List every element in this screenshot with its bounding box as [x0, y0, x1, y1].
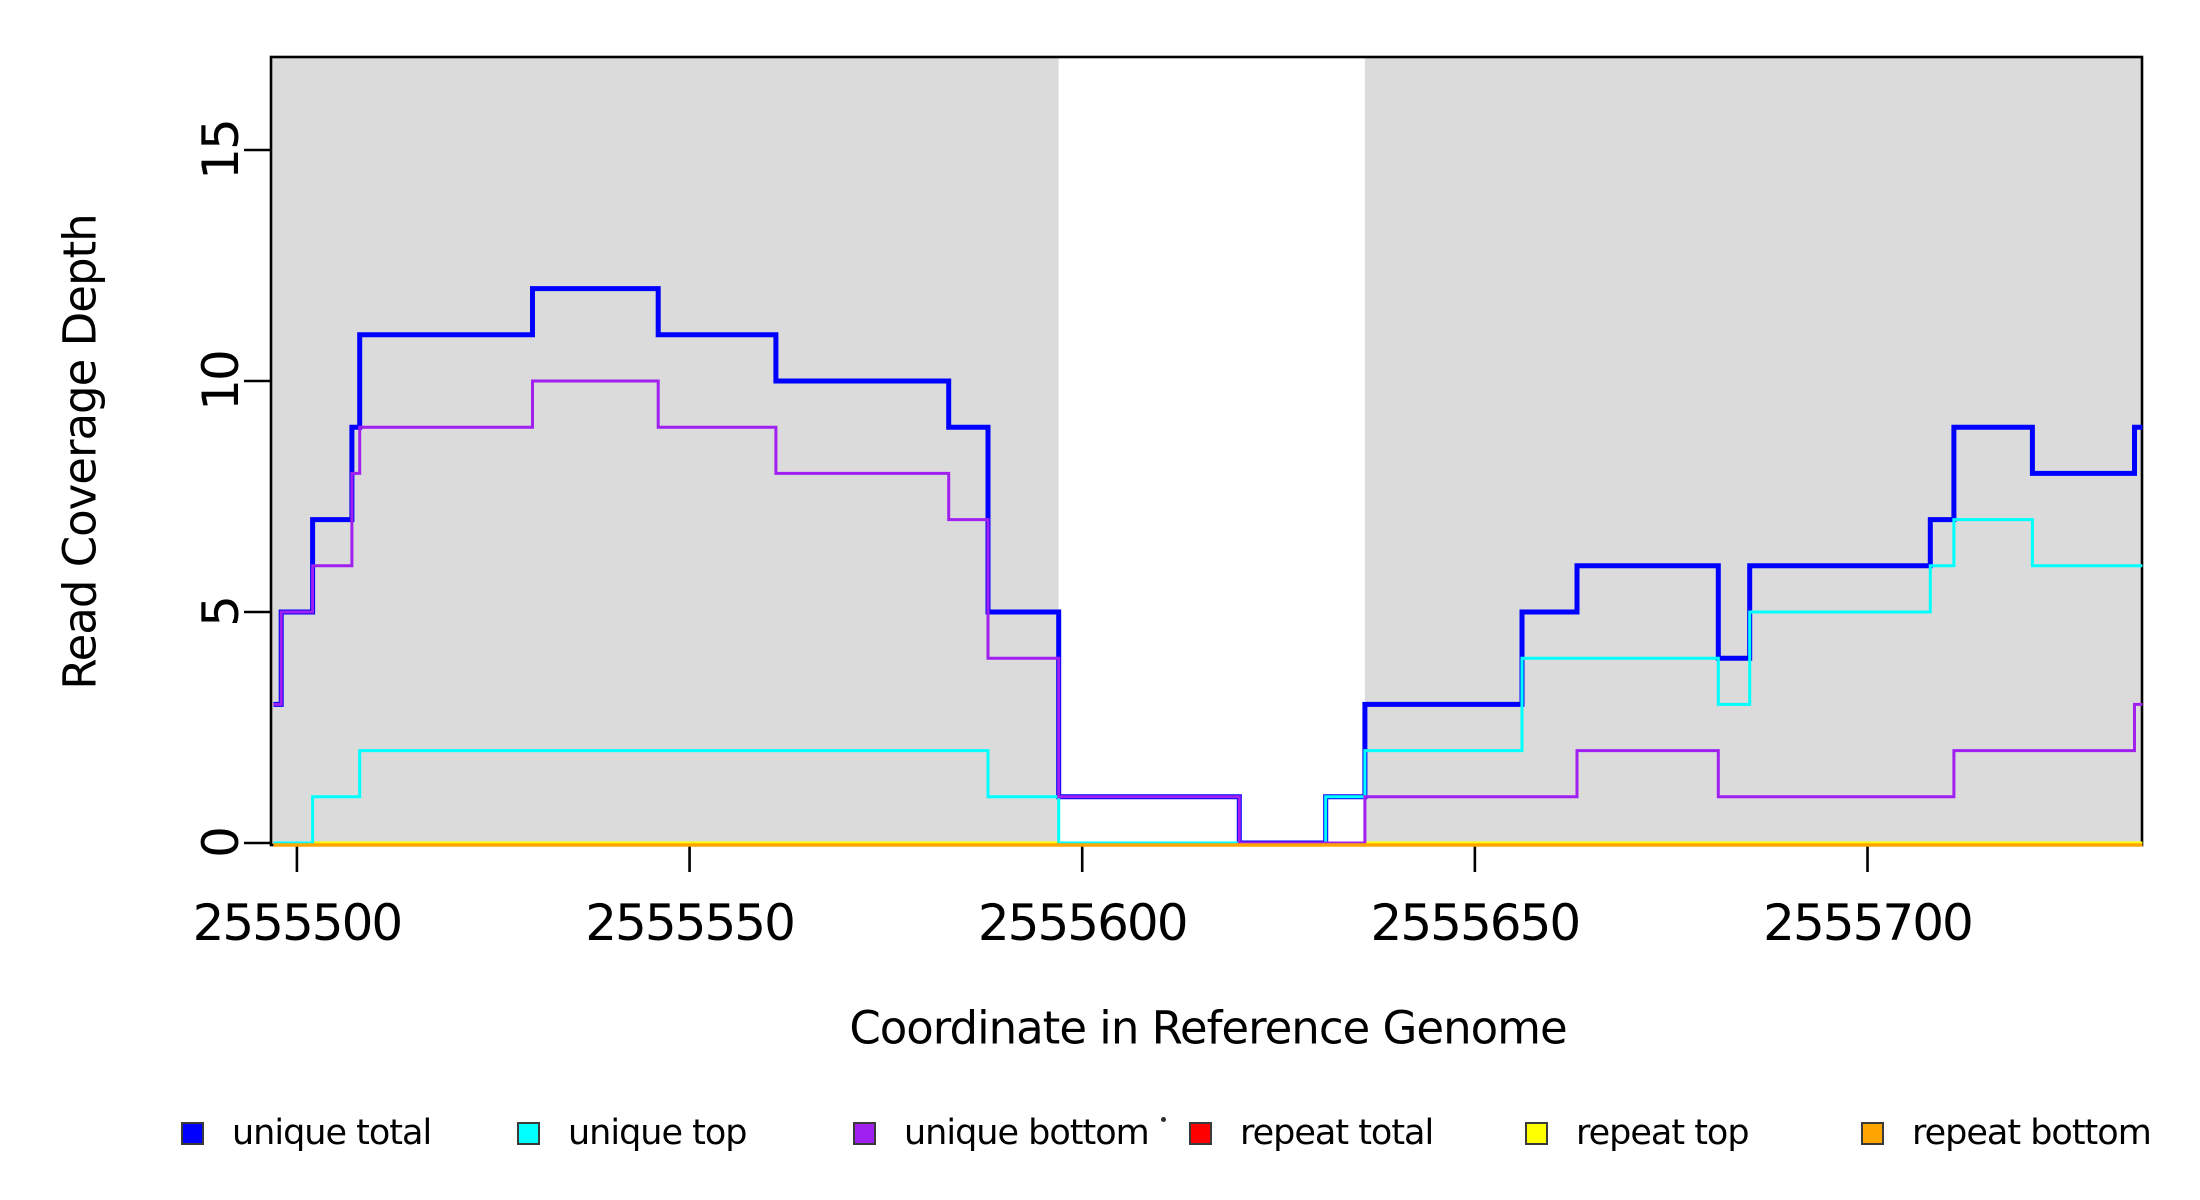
legend-label: repeat top	[1576, 1113, 1750, 1153]
legend-item-repeat-top: repeat top	[1525, 1113, 1750, 1153]
legend-label: repeat total	[1240, 1113, 1434, 1153]
legend-label: unique top	[568, 1113, 748, 1153]
legend-swatch-unique-top	[517, 1121, 540, 1145]
stray-dot-mark	[1161, 1117, 1166, 1122]
legend-item-repeat-bottom: repeat bottom	[1861, 1113, 2152, 1153]
shaded-region	[271, 57, 1059, 845]
y-tick-label: 0	[192, 828, 250, 858]
x-tick-label: 2555700	[1763, 894, 1972, 952]
x-tick-label: 2555600	[978, 894, 1187, 952]
legend-swatch-repeat-top	[1525, 1121, 1548, 1145]
series-unique-top-line	[273, 518, 2143, 845]
y-axis-title: Read Coverage Depth	[53, 214, 107, 690]
legend-swatch-unique-total	[181, 1121, 204, 1145]
x-tick-label: 2555500	[193, 894, 402, 952]
y-tick-label: 15	[192, 120, 250, 180]
legend-item-unique-bottom: unique bottom	[853, 1113, 1150, 1153]
legend-label: unique total	[232, 1113, 432, 1153]
legend-item-unique-total: unique total	[181, 1113, 432, 1153]
legend-label: repeat bottom	[1912, 1113, 2152, 1153]
x-tick-label: 2555650	[1371, 894, 1580, 952]
legend-label: unique bottom	[904, 1113, 1150, 1153]
shaded-region	[1364, 57, 2143, 845]
legend-item-repeat-total: repeat total	[1189, 1113, 1434, 1153]
legend-swatch-repeat-total	[1189, 1121, 1212, 1145]
x-tick-label: 2555550	[585, 894, 794, 952]
y-tick-label: 10	[192, 351, 250, 411]
x-axis-title: Coordinate in Reference Genome	[849, 1001, 1567, 1055]
y-tick-label: 5	[192, 597, 250, 627]
legend-swatch-repeat-bottom	[1861, 1121, 1884, 1145]
legend-swatch-unique-bottom	[853, 1121, 876, 1145]
legend-item-unique-top: unique top	[517, 1113, 748, 1153]
series-unique-bottom-line	[273, 379, 2143, 845]
